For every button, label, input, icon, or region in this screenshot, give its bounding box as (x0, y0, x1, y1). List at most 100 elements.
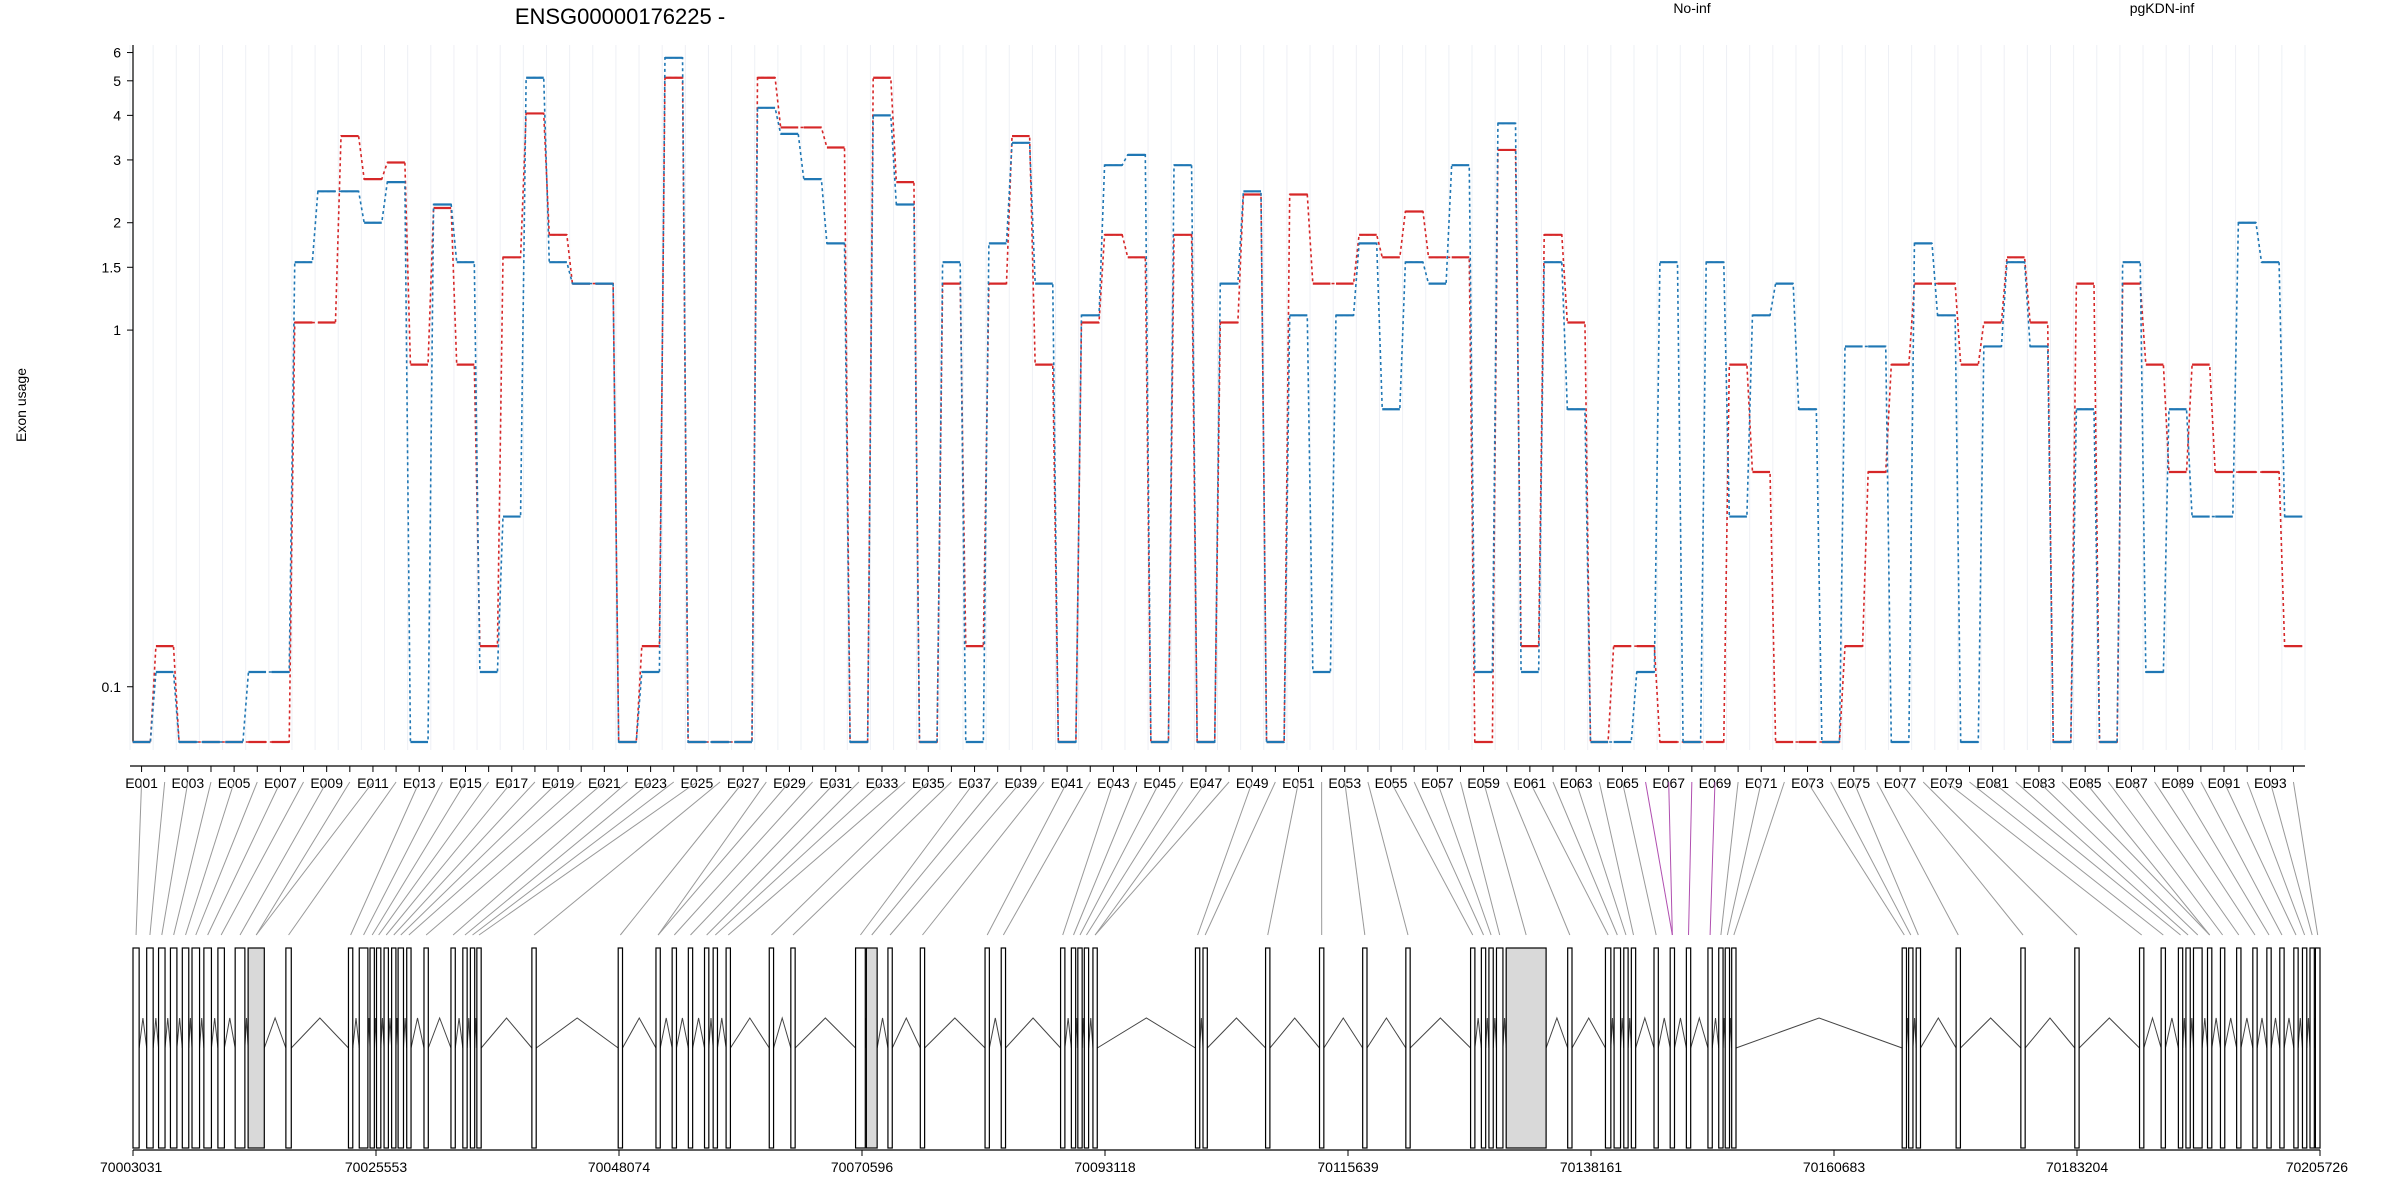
exon-box (1908, 947, 1914, 1149)
genomic-axis: 70003031 70025553 70048074 70070596 70093118… (100, 1149, 2349, 1175)
exon-connector (673, 781, 813, 936)
exon-connector (1853, 781, 1919, 936)
exon-connector (1094, 781, 1207, 936)
intron (2224, 1017, 2238, 1049)
intron (1545, 1016, 1569, 1049)
intron (622, 1016, 657, 1049)
exon-connector (1876, 781, 1959, 936)
series-line-1 (132, 57, 2303, 743)
exon-connector (350, 781, 420, 936)
intron (2078, 1017, 2140, 1049)
exon-connector (1688, 781, 1693, 936)
y-tick-label: 1 (113, 322, 121, 338)
exon-box (1707, 947, 1713, 1149)
intron (176, 1017, 183, 1049)
x-tick-label: E085 (2069, 775, 2102, 791)
genomic-tick-label: 70048074 (588, 1159, 651, 1175)
intron (1064, 1017, 1072, 1049)
exon-connector (1830, 781, 1912, 936)
genomic-tick-label: 70093118 (1074, 1159, 1135, 1175)
intron (290, 1017, 349, 1049)
exon-box (347, 947, 354, 1149)
intron (692, 1017, 706, 1049)
exon-box (887, 947, 893, 1149)
exon-box (2192, 947, 2203, 1149)
exon-box (2074, 947, 2080, 1149)
exon-box (2177, 947, 2184, 1149)
exon-box (984, 947, 990, 1149)
exon-box (203, 947, 213, 1149)
x-tick-label: E009 (310, 775, 343, 791)
genomic-tick-label: 70138161 (1560, 1159, 1623, 1175)
intron (263, 1016, 287, 1049)
exon-connector (452, 781, 628, 936)
genomic-tick-label: 70003031 (100, 1159, 163, 1175)
exon-connector (371, 781, 466, 936)
exon-connector (472, 781, 675, 936)
exon-box (397, 947, 405, 1149)
intron (1088, 1017, 1094, 1049)
exon-connector (378, 781, 490, 936)
exon-connector (400, 781, 559, 936)
exon-box (712, 947, 719, 1149)
intron (2256, 1017, 2268, 1049)
legend-pgkdn-inf: pgKDN-inf (2130, 0, 2195, 16)
exon-box (1264, 947, 1271, 1149)
exon-connector (792, 781, 952, 936)
intron (1323, 1017, 1364, 1049)
x-tick-label: E013 (403, 775, 436, 791)
x-tick-label: E041 (1051, 775, 1084, 791)
intron (1206, 1017, 1266, 1049)
exon-connector (714, 781, 883, 936)
exon-box (358, 947, 369, 1149)
intron (2270, 1017, 2281, 1049)
intron (708, 1017, 714, 1049)
x-tick-label: E011 (357, 775, 389, 791)
exon-box (1077, 947, 1083, 1149)
intron (1657, 1017, 1671, 1049)
genomic-tick-label: 70205726 (2286, 1159, 2349, 1175)
exon-box (191, 947, 201, 1149)
exon-connector (2154, 781, 2256, 936)
x-tick-label: E081 (1976, 775, 2009, 791)
exon-connector (161, 781, 189, 936)
exon-connector (1709, 781, 1716, 936)
exon-box (1604, 947, 1612, 1149)
x-tick-label: E023 (634, 775, 667, 791)
y-axis-label: Exon usage (13, 368, 29, 442)
intron (1711, 1017, 1720, 1049)
exon-box (865, 947, 878, 1149)
exon-box (1623, 947, 1629, 1149)
exon-box (1083, 947, 1090, 1149)
exon-connector (2038, 781, 2199, 936)
exon-connector (1483, 781, 1527, 936)
exon-connector (135, 781, 143, 936)
exon-box (369, 947, 375, 1149)
intron (352, 1017, 360, 1049)
intron (1571, 1016, 1606, 1049)
exon-box (169, 947, 178, 1149)
exon-connector (1367, 781, 1409, 936)
intron (2024, 1017, 2076, 1049)
x-tick-label: E039 (1004, 775, 1037, 791)
x-tick-label: E015 (449, 775, 482, 791)
genomic-tick-label: 70070596 (831, 1159, 894, 1175)
intron (535, 1017, 619, 1049)
exon-connector (288, 781, 397, 936)
grid-layer (129, 45, 2306, 750)
exon-connector (1267, 781, 1299, 936)
exon-box (132, 947, 140, 1149)
exon-box (1630, 947, 1637, 1149)
intron (2143, 1016, 2162, 1049)
x-axis: E001 E003 E005 E007 E009 E011 E013 E015 E017 E019… (125, 765, 2305, 791)
exon-connector (1390, 781, 1474, 936)
y-tick-label: 6 (113, 45, 121, 61)
exon-box (1202, 947, 1208, 1149)
exon-box (1318, 947, 1325, 1149)
exon-connector-lines (135, 781, 2319, 936)
exon-box (2301, 947, 2308, 1149)
exon-box (2020, 947, 2026, 1149)
exon-connector (889, 781, 1022, 936)
genomic-tick-label: 70183204 (2046, 1159, 2109, 1175)
x-tick-label: E047 (1190, 775, 1223, 791)
